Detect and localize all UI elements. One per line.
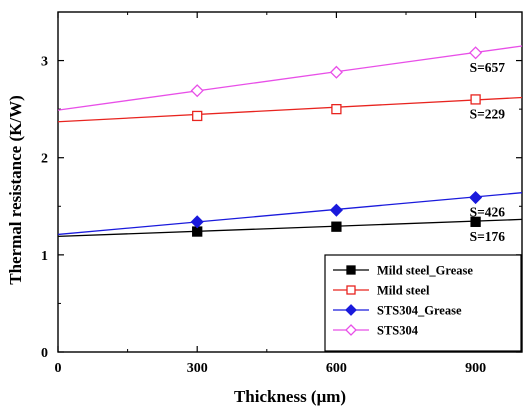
plot-frame bbox=[57, 11, 523, 353]
y-tick-label: 0 bbox=[41, 346, 48, 361]
y-tick-label: 2 bbox=[41, 152, 48, 167]
x-axis-title: Thickness (μm) bbox=[234, 387, 346, 406]
data-point-mild-steel-grease bbox=[470, 216, 481, 227]
legend-box bbox=[324, 254, 522, 352]
slope-label-mild-steel-grease: S=176 bbox=[470, 229, 506, 244]
legend-label-mild-steel: Mild steel bbox=[377, 284, 430, 298]
y-tick-label: 3 bbox=[41, 55, 48, 70]
y-axis-title: Thermal resistance (K/W) bbox=[6, 95, 25, 284]
data-point-sts304-grease bbox=[329, 203, 343, 217]
fit-lines-layer bbox=[57, 45, 523, 238]
annotations-layer: S=176 S=229 S=426 S=657 bbox=[470, 60, 506, 244]
x-tick-label: 900 bbox=[465, 361, 486, 376]
data-point-sts304-grease bbox=[469, 190, 483, 205]
data-point-sts304-grease bbox=[190, 215, 204, 229]
fit-line-sts304-grease bbox=[57, 192, 523, 236]
legend-marker-mild-steel bbox=[346, 285, 356, 295]
fit-line-mild-steel-grease bbox=[57, 218, 523, 238]
fit-line-mild-steel bbox=[57, 96, 523, 123]
slope-label-sts304: S=657 bbox=[470, 60, 506, 75]
data-point-mild-steel-grease bbox=[192, 226, 203, 237]
legend-label-sts304: STS304 bbox=[377, 324, 419, 338]
data-point-sts304 bbox=[469, 46, 483, 60]
axes-layer: 0 300 600 900 0 1 2 3 bbox=[41, 11, 523, 376]
legend-label-sts304-grease: STS304_Grease bbox=[377, 304, 462, 318]
slope-label-sts304-grease: S=426 bbox=[470, 205, 506, 220]
data-point-mild-steel-grease bbox=[331, 221, 342, 232]
y-tick-label: 1 bbox=[41, 249, 48, 264]
fit-line-sts304 bbox=[57, 45, 523, 111]
legend-label-mild-steel-grease: Mild steel_Grease bbox=[377, 264, 473, 278]
x-tick-label: 600 bbox=[326, 361, 347, 376]
x-tick-label: 0 bbox=[55, 361, 62, 376]
legend-marker-sts304-grease bbox=[345, 304, 357, 316]
legend-marker-sts304 bbox=[345, 324, 357, 336]
slope-label-mild-steel: S=229 bbox=[470, 106, 506, 121]
data-point-mild-steel bbox=[331, 103, 342, 115]
markers-layer bbox=[190, 46, 483, 237]
data-point-mild-steel bbox=[192, 110, 203, 122]
legend: Mild steel_Grease Mild steel STS304_Grease… bbox=[324, 254, 522, 352]
data-point-mild-steel bbox=[470, 94, 481, 105]
legend-marker-mild-steel-grease bbox=[346, 265, 356, 275]
data-point-sts304 bbox=[329, 65, 343, 79]
x-tick-label: 300 bbox=[187, 361, 208, 376]
data-point-sts304 bbox=[190, 84, 204, 98]
